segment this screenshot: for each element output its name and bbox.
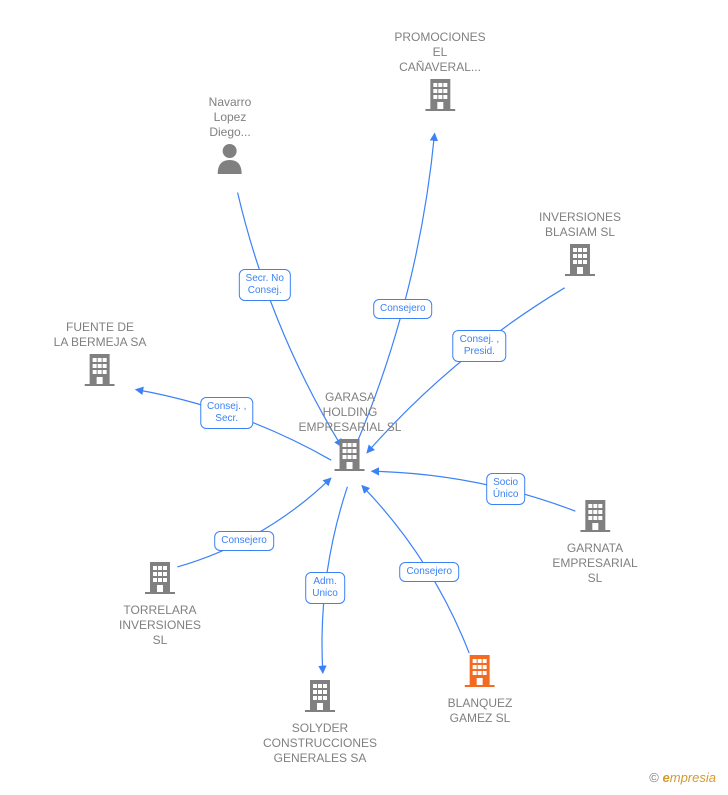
edge-label[interactable]: Consejero [399, 562, 459, 582]
copyright-symbol: © [649, 770, 659, 785]
person-icon [215, 142, 245, 179]
building-icon [335, 437, 365, 476]
node-label: GARASAHOLDINGEMPRESARIAL SL [299, 390, 402, 435]
edge-label[interactable]: Consejero [373, 299, 433, 319]
node-garnata[interactable]: GARNATAEMPRESARIALSL [552, 498, 637, 586]
building-icon [565, 242, 595, 281]
edge-label[interactable]: Consej. ,Secr. [200, 397, 253, 429]
edge-label[interactable]: Secr. NoConsej. [239, 269, 291, 301]
node-label: INVERSIONESBLASIAM SL [539, 210, 621, 240]
edge-label[interactable]: Consejero [214, 531, 274, 551]
edge-label[interactable]: Adm.Unico [305, 572, 345, 604]
edge-label[interactable]: SocioÚnico [486, 473, 526, 505]
node-label: FUENTE DELA BERMEJA SA [54, 320, 147, 350]
building-icon [145, 560, 175, 599]
building-icon [425, 77, 455, 116]
node-blanquez[interactable]: BLANQUEZGAMEZ SL [448, 653, 513, 726]
footer-credit: © empresia [649, 770, 716, 785]
node-promociones[interactable]: PROMOCIONESELCAÑAVERAL... [394, 30, 485, 116]
node-solyder[interactable]: SOLYDERCONSTRUCCIONESGENERALES SA [263, 678, 377, 766]
node-inversiones_blasiam[interactable]: INVERSIONESBLASIAM SL [539, 210, 621, 281]
node-fuente[interactable]: FUENTE DELA BERMEJA SA [54, 320, 147, 391]
building-icon [465, 653, 495, 692]
node-torrelara[interactable]: TORRELARAINVERSIONESSL [119, 560, 201, 648]
node-label: GARNATAEMPRESARIALSL [552, 541, 637, 586]
building-icon [85, 352, 115, 391]
node-label: NavarroLopezDiego... [209, 95, 252, 140]
node-navarro[interactable]: NavarroLopezDiego... [209, 95, 252, 179]
node-label: TORRELARAINVERSIONESSL [119, 603, 201, 648]
brand-name: empresia [663, 770, 716, 785]
edge-path [372, 471, 576, 511]
building-icon [580, 498, 610, 537]
node-label: PROMOCIONESELCAÑAVERAL... [394, 30, 485, 75]
node-label: SOLYDERCONSTRUCCIONESGENERALES SA [263, 721, 377, 766]
building-icon [305, 678, 335, 717]
edge-path [177, 478, 331, 567]
node-label: BLANQUEZGAMEZ SL [448, 696, 513, 726]
node-center[interactable]: GARASAHOLDINGEMPRESARIAL SL [299, 390, 402, 476]
network-diagram: GARASAHOLDINGEMPRESARIAL SL PROMOCIONESE… [0, 0, 728, 795]
edge-label[interactable]: Consej. ,Presid. [453, 330, 506, 362]
